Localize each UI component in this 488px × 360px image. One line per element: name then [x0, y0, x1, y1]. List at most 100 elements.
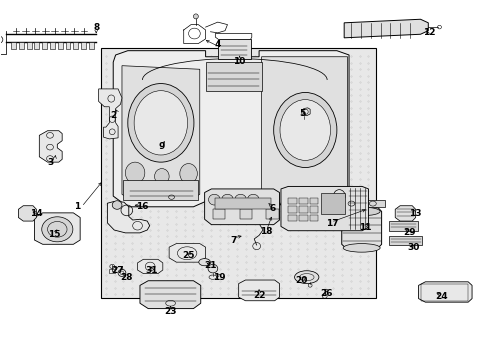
- Text: 30: 30: [407, 243, 419, 252]
- Bar: [298, 215, 307, 221]
- Ellipse shape: [294, 271, 318, 284]
- Text: 18: 18: [260, 227, 272, 236]
- Polygon shape: [34, 213, 80, 244]
- Text: 4: 4: [214, 40, 221, 49]
- Polygon shape: [261, 57, 347, 203]
- Polygon shape: [418, 282, 471, 302]
- Bar: [309, 198, 318, 204]
- Ellipse shape: [199, 258, 210, 266]
- Ellipse shape: [273, 93, 336, 167]
- Text: 31: 31: [145, 266, 158, 275]
- Polygon shape: [204, 189, 279, 225]
- Text: 7: 7: [230, 235, 237, 244]
- Text: 1: 1: [74, 202, 80, 211]
- Text: 19: 19: [212, 273, 225, 282]
- Ellipse shape: [125, 162, 144, 184]
- Text: 24: 24: [434, 292, 447, 301]
- Text: 17: 17: [325, 219, 338, 228]
- Ellipse shape: [41, 217, 73, 242]
- Bar: [215, 198, 271, 208]
- Text: 8: 8: [93, 23, 99, 32]
- Text: 27: 27: [111, 266, 123, 275]
- Bar: [11, 42, 16, 49]
- Bar: [81, 42, 86, 49]
- Text: 10: 10: [233, 57, 245, 66]
- Polygon shape: [281, 186, 368, 231]
- Ellipse shape: [221, 194, 233, 205]
- Text: 5: 5: [299, 109, 305, 118]
- Text: 14: 14: [30, 210, 42, 219]
- Bar: [73, 42, 78, 49]
- Ellipse shape: [180, 163, 197, 184]
- Polygon shape: [39, 131, 62, 162]
- Bar: [122, 180, 198, 200]
- Bar: [420, 284, 467, 301]
- Ellipse shape: [207, 264, 217, 273]
- Text: 2: 2: [110, 111, 116, 120]
- Ellipse shape: [343, 244, 379, 252]
- Bar: [309, 206, 318, 213]
- Text: 20: 20: [295, 276, 307, 285]
- Ellipse shape: [343, 207, 379, 216]
- Polygon shape: [99, 89, 122, 139]
- Bar: [388, 221, 417, 231]
- Ellipse shape: [127, 84, 194, 162]
- Polygon shape: [137, 259, 163, 274]
- Polygon shape: [122, 66, 200, 200]
- Bar: [298, 198, 307, 204]
- Bar: [388, 236, 422, 245]
- Text: 25: 25: [182, 251, 194, 260]
- Text: 28: 28: [121, 273, 133, 282]
- Polygon shape: [140, 281, 201, 309]
- Bar: [287, 198, 296, 204]
- Bar: [109, 269, 115, 273]
- Bar: [287, 215, 296, 221]
- Polygon shape: [101, 48, 375, 298]
- Polygon shape: [341, 208, 381, 248]
- Bar: [212, 209, 224, 219]
- Bar: [42, 42, 47, 49]
- Bar: [321, 193, 344, 214]
- Ellipse shape: [247, 194, 259, 205]
- Bar: [309, 215, 318, 221]
- Text: 16: 16: [136, 202, 148, 211]
- Polygon shape: [107, 202, 149, 233]
- Text: 29: 29: [403, 228, 415, 237]
- Text: 13: 13: [408, 210, 421, 219]
- Ellipse shape: [208, 194, 220, 205]
- Bar: [239, 209, 251, 219]
- Text: 15: 15: [47, 230, 60, 239]
- Bar: [65, 42, 70, 49]
- Bar: [58, 42, 62, 49]
- Ellipse shape: [234, 194, 246, 205]
- Polygon shape: [344, 19, 427, 38]
- Text: 9: 9: [158, 141, 164, 150]
- Text: 6: 6: [269, 204, 275, 213]
- Text: 22: 22: [252, 291, 265, 300]
- Bar: [217, 39, 250, 59]
- Ellipse shape: [154, 168, 169, 184]
- Polygon shape: [169, 244, 205, 262]
- Bar: [205, 62, 261, 91]
- Text: 21: 21: [204, 261, 216, 270]
- Polygon shape: [238, 280, 279, 301]
- Polygon shape: [394, 206, 415, 221]
- Bar: [266, 209, 278, 219]
- Ellipse shape: [280, 100, 330, 160]
- Bar: [19, 42, 24, 49]
- Text: 26: 26: [319, 289, 332, 298]
- Ellipse shape: [193, 14, 198, 19]
- Bar: [340, 201, 384, 207]
- Ellipse shape: [112, 201, 122, 209]
- Text: 11: 11: [358, 222, 370, 231]
- Text: 23: 23: [164, 307, 177, 316]
- Text: 12: 12: [422, 28, 435, 37]
- Polygon shape: [19, 206, 36, 221]
- Bar: [298, 206, 307, 213]
- Bar: [34, 42, 39, 49]
- Bar: [89, 42, 94, 49]
- Bar: [27, 42, 31, 49]
- Text: 3: 3: [47, 158, 53, 167]
- Polygon shape: [113, 51, 348, 207]
- Ellipse shape: [134, 91, 187, 155]
